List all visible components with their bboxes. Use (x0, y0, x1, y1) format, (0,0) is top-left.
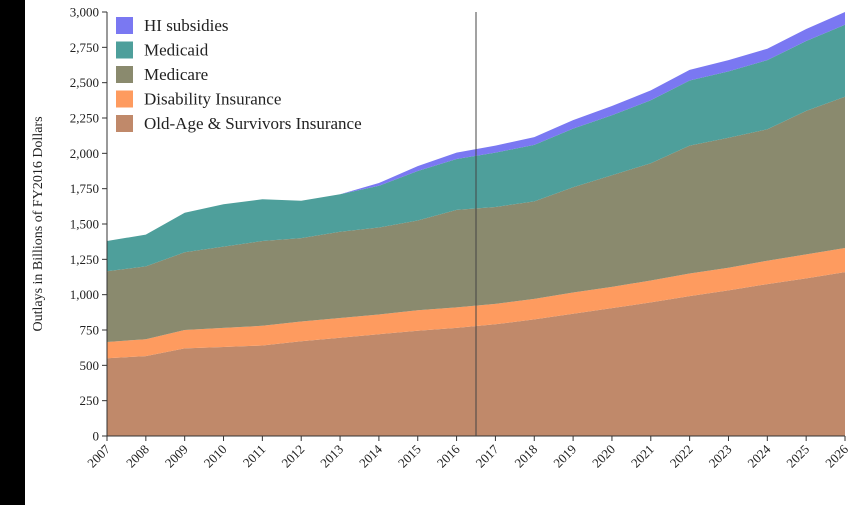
x-tick-label: 2026 (822, 441, 850, 470)
x-tick-label: 2009 (162, 442, 191, 471)
legend-label: Medicaid (144, 41, 209, 60)
y-tick-label: 1,250 (70, 252, 99, 267)
legend-label: HI subsidies (144, 16, 229, 35)
legend-swatch (116, 90, 133, 108)
y-tick-label: 750 (80, 323, 100, 338)
x-tick-label: 2019 (550, 442, 579, 471)
y-tick-label: 2,250 (70, 111, 99, 126)
x-tick-label: 2017 (473, 441, 502, 470)
x-tick-label: 2022 (667, 442, 696, 471)
x-tick-label: 2020 (589, 442, 618, 471)
y-tick-label: 2,000 (70, 146, 99, 161)
y-tick-label: 250 (80, 393, 100, 408)
x-tick-label: 2013 (317, 442, 346, 471)
x-tick-label: 2018 (511, 442, 540, 471)
area-medicaid (107, 24, 845, 272)
y-tick-label: 500 (80, 358, 100, 373)
legend-label: Medicare (144, 65, 208, 84)
legend-item: Medicaid (116, 41, 209, 60)
y-tick-label: 2,750 (70, 40, 99, 55)
legend-label: Disability Insurance (144, 90, 281, 109)
legend-swatch (116, 17, 133, 34)
y-tick-label: 1,000 (70, 287, 99, 302)
legend-item: Medicare (116, 65, 208, 84)
x-tick-label: 2023 (706, 442, 735, 471)
x-tick-label: 2024 (744, 441, 773, 470)
x-tick-label: 2008 (123, 442, 152, 471)
x-tick-label: 2021 (628, 442, 657, 471)
x-tick-label: 2025 (783, 442, 812, 471)
y-axis-label: Outlays in Billions of FY2016 Dollars (31, 116, 46, 331)
x-tick-label: 2014 (356, 441, 385, 470)
y-tick-label: 1,750 (70, 181, 99, 196)
y-tick-label: 0 (93, 429, 100, 444)
chart-panel: 0 250 500 750 1,000 1,250 1,500 1,750 2,000 2,250… (25, 0, 850, 505)
x-tick-label: 2015 (395, 442, 424, 471)
y-tick-label: 3,000 (70, 5, 99, 20)
legend-label: Old-Age & Survivors Insurance (144, 114, 362, 133)
x-tick-label: 2016 (434, 441, 463, 470)
x-tick-label: 2007 (84, 441, 113, 470)
x-tick-label: 2010 (201, 442, 230, 471)
legend-swatch (116, 66, 133, 83)
x-tick-label: 2011 (240, 442, 269, 471)
x-tick-label: 2012 (278, 442, 307, 471)
area-disability-insurance (107, 248, 845, 359)
legend-item: HI subsidies (116, 16, 229, 35)
y-tick-label: 2,500 (70, 75, 99, 90)
legend-swatch (116, 41, 133, 59)
legend: HI subsidies Medicaid Medicare Disability I… (116, 16, 362, 133)
legend-swatch (116, 115, 133, 132)
legend-item: Disability Insurance (116, 90, 281, 109)
stacked-area-chart: 0 250 500 750 1,000 1,250 1,500 1,750 2,000 2,250… (31, 5, 850, 471)
y-tick-label: 1,500 (70, 217, 99, 232)
legend-item: Old-Age & Survivors Insurance (116, 114, 362, 133)
